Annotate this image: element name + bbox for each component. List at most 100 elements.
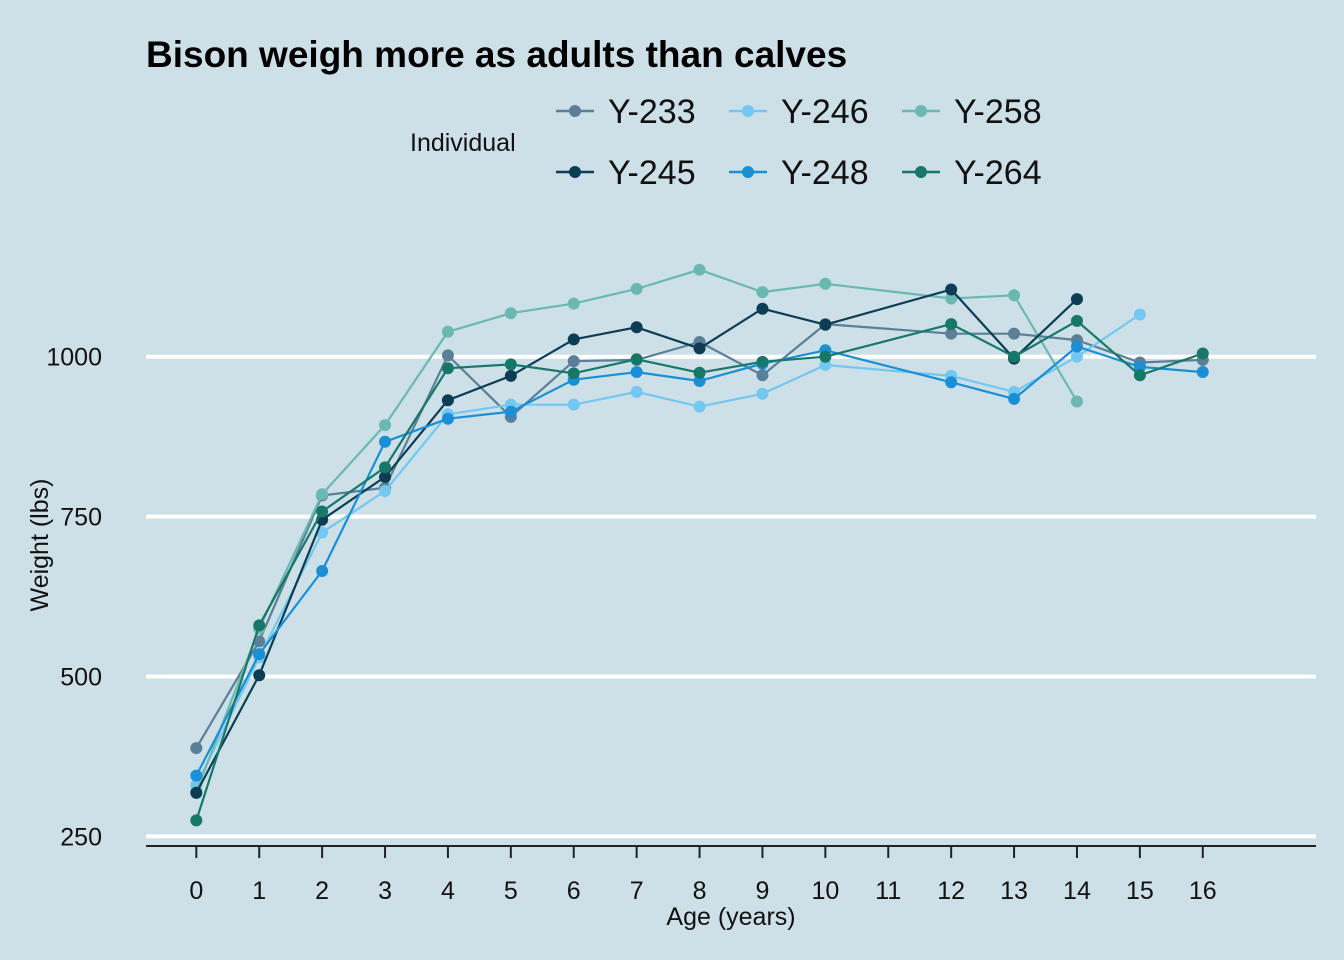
data-point-Y-246-x10 <box>819 359 832 372</box>
x-tick-label: 1 <box>252 877 266 905</box>
data-point-Y-233-x9 <box>756 369 769 382</box>
legend-item-Y-233: Y-233 <box>556 93 696 131</box>
data-point-Y-245-x8 <box>693 342 706 355</box>
data-point-Y-258-x6 <box>567 297 580 310</box>
legend-key-point <box>915 166 927 178</box>
series-line-Y-245 <box>195 288 1078 794</box>
data-point-Y-248-x3 <box>379 435 392 448</box>
data-point-Y-264-x8 <box>693 366 706 379</box>
legend-title: Individual <box>410 129 516 157</box>
data-point-Y-248-x4 <box>441 412 454 425</box>
data-point-Y-246-x9 <box>756 387 769 400</box>
data-point-Y-245-x5 <box>504 369 517 382</box>
data-point-Y-264-x9 <box>756 355 769 368</box>
series-line-Y-246 <box>195 313 1141 786</box>
data-point-Y-264-x14 <box>1070 314 1083 327</box>
series-Y-246 <box>190 308 1146 792</box>
x-tick-label: 14 <box>1063 877 1091 905</box>
data-point-Y-233-x6 <box>567 355 580 368</box>
data-point-Y-264-x13 <box>1008 350 1021 363</box>
data-point-Y-264-x15 <box>1133 369 1146 382</box>
data-point-Y-245-x12 <box>945 283 958 296</box>
data-point-Y-248-x7 <box>630 366 643 379</box>
x-tick-label: 3 <box>378 877 392 905</box>
x-tick-label: 0 <box>189 877 203 905</box>
legend-item-Y-264: Y-264 <box>902 154 1042 192</box>
legend-label: Y-233 <box>608 93 696 131</box>
x-tick-label: 8 <box>693 877 707 905</box>
y-tick-label: 750 <box>60 504 102 532</box>
legend-key-point <box>915 105 927 117</box>
chart-title: Bison weigh more as adults than calves <box>146 34 847 75</box>
data-point-Y-245-x7 <box>630 321 643 334</box>
data-point-Y-264-x12 <box>945 318 958 331</box>
x-tick-label: 2 <box>315 877 329 905</box>
x-axis-title: Age (years) <box>666 903 795 931</box>
y-axis-title: Weight (lbs) <box>26 479 54 612</box>
legend-label: Y-246 <box>781 93 869 131</box>
data-point-Y-233-x13 <box>1008 327 1021 340</box>
legend-key-point <box>569 105 581 117</box>
x-tick-label: 4 <box>441 877 455 905</box>
legend-key-point <box>742 166 754 178</box>
data-point-Y-248-x5 <box>504 405 517 418</box>
legend: Individual Y-233 Y-246 Y-258 Y-245 Y-248 Y-26… <box>410 93 1042 192</box>
data-point-Y-264-x2 <box>316 505 329 518</box>
data-point-Y-264-x0 <box>190 814 203 827</box>
series-line-Y-248 <box>195 345 1203 777</box>
data-point-Y-258-x9 <box>756 286 769 299</box>
x-tick-label: 6 <box>567 877 581 905</box>
data-point-Y-248-x16 <box>1196 366 1209 379</box>
legend-key-point <box>569 166 581 178</box>
data-point-Y-258-x7 <box>630 282 643 295</box>
data-point-Y-258-x12 <box>945 292 958 305</box>
data-point-Y-248-x13 <box>1008 392 1021 405</box>
series-line-Y-233 <box>195 323 1203 749</box>
x-tick-label: 7 <box>630 877 644 905</box>
data-point-Y-245-x10 <box>819 318 832 331</box>
data-point-Y-258-x3 <box>379 419 392 432</box>
data-point-Y-245-x1 <box>253 669 266 682</box>
data-point-Y-264-x4 <box>441 362 454 375</box>
x-tick-label: 13 <box>1000 877 1028 905</box>
data-point-Y-245-x0 <box>190 786 203 799</box>
x-tick-label: 12 <box>937 877 965 905</box>
data-point-Y-258-x8 <box>693 263 706 276</box>
data-point-Y-264-x1 <box>253 619 266 632</box>
data-point-Y-233-x12 <box>945 327 958 340</box>
data-point-Y-248-x14 <box>1070 340 1083 353</box>
legend-key-point <box>742 105 754 117</box>
data-point-Y-264-x7 <box>630 353 643 366</box>
data-point-Y-233-x0 <box>190 742 203 755</box>
data-point-Y-258-x14 <box>1070 395 1083 408</box>
data-point-Y-264-x3 <box>379 461 392 474</box>
data-point-Y-245-x14 <box>1070 293 1083 306</box>
data-point-Y-248-x12 <box>945 376 958 389</box>
x-tick-label: 5 <box>504 877 518 905</box>
data-point-Y-246-x14 <box>1070 350 1083 363</box>
data-point-Y-245-x9 <box>756 302 769 315</box>
data-point-Y-264-x10 <box>819 350 832 363</box>
legend-label: Y-248 <box>781 154 869 192</box>
series-line-Y-258 <box>195 268 1078 792</box>
data-point-Y-245-x6 <box>567 333 580 346</box>
data-point-Y-264-x16 <box>1196 347 1209 360</box>
y-tick-label: 1000 <box>46 344 102 372</box>
legend-label: Y-258 <box>954 93 1042 131</box>
x-tick-label: 16 <box>1189 877 1217 905</box>
y-tick-label: 500 <box>60 664 102 692</box>
series-Y-264 <box>190 314 1209 827</box>
data-point-Y-248-x2 <box>316 564 329 577</box>
data-point-Y-246-x6 <box>567 398 580 411</box>
data-point-Y-233-x4 <box>441 349 454 362</box>
legend-item-Y-258: Y-258 <box>902 93 1042 131</box>
data-point-Y-258-x2 <box>316 488 329 501</box>
data-point-Y-246-x3 <box>379 485 392 498</box>
data-point-Y-245-x4 <box>441 394 454 407</box>
y-tick-label: 250 <box>60 823 102 851</box>
legend-item-Y-245: Y-245 <box>556 154 696 192</box>
data-point-Y-248-x0 <box>190 769 203 782</box>
data-point-Y-248-x15 <box>1133 360 1146 373</box>
